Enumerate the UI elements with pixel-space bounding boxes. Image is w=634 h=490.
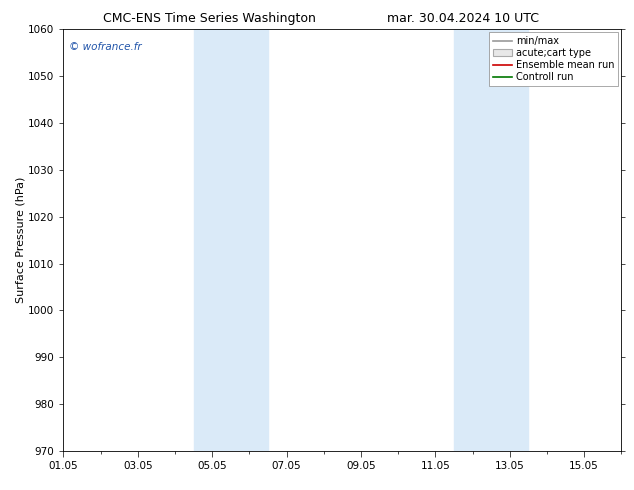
Text: CMC-ENS Time Series Washington: CMC-ENS Time Series Washington bbox=[103, 12, 316, 25]
Legend: min/max, acute;cart type, Ensemble mean run, Controll run: min/max, acute;cart type, Ensemble mean … bbox=[489, 32, 618, 86]
Bar bbox=[231, 29, 268, 451]
Y-axis label: Surface Pressure (hPa): Surface Pressure (hPa) bbox=[15, 177, 25, 303]
Bar bbox=[193, 29, 231, 451]
Bar bbox=[454, 29, 491, 451]
Text: mar. 30.04.2024 10 UTC: mar. 30.04.2024 10 UTC bbox=[387, 12, 539, 25]
Bar bbox=[491, 29, 528, 451]
Text: © wofrance.fr: © wofrance.fr bbox=[69, 42, 141, 52]
